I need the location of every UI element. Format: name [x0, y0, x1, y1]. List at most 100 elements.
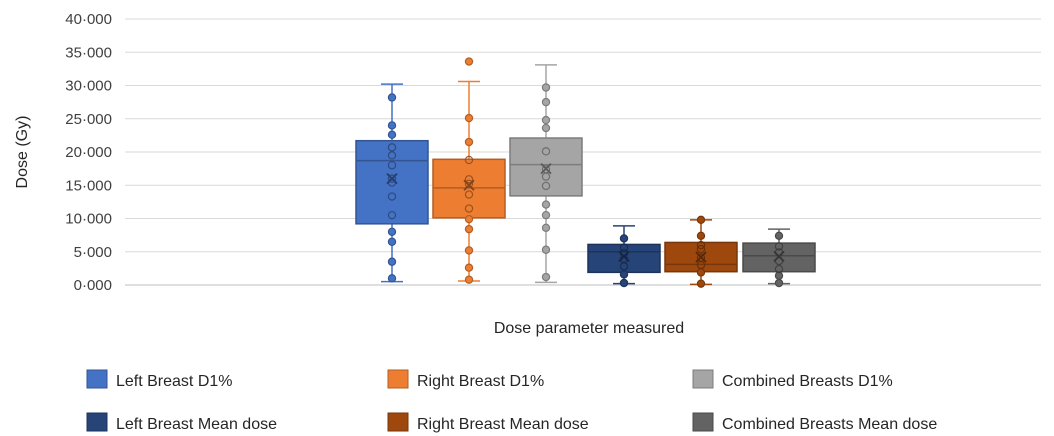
data-point: [541, 223, 551, 233]
data-point: [696, 268, 706, 277]
data-point: [774, 264, 784, 274]
y-tick-label: 0·000: [74, 277, 112, 294]
data-point: [387, 151, 397, 160]
box-2: [432, 57, 506, 284]
data-point: [387, 93, 397, 102]
data-point: [387, 192, 397, 201]
box-6: [742, 228, 816, 288]
x-axis-title: Dose parameter measured: [494, 320, 684, 337]
y-tick-label: 30·000: [65, 78, 112, 95]
box-3: [509, 64, 583, 284]
legend-label: Left Breast D1%: [116, 373, 233, 390]
data-point: [541, 181, 551, 191]
data-point: [696, 231, 706, 240]
data-point: [696, 240, 706, 250]
y-tick-label: 40·000: [65, 11, 112, 28]
y-tick-label: 5·000: [74, 244, 112, 261]
data-point: [541, 245, 551, 254]
data-point: [387, 237, 397, 246]
data-point: [774, 231, 784, 240]
mean-marker: [540, 162, 552, 175]
y-axis-tick-labels: 0·000 5·000 10·000 15·000 20·000 25·000 30·000…: [65, 11, 112, 294]
box-1: [355, 83, 429, 283]
data-point: [619, 243, 629, 252]
legend-swatch: [692, 412, 714, 432]
data-point: [541, 210, 551, 220]
box-4: [587, 225, 661, 288]
mean-marker: [463, 179, 475, 191]
data-point: [464, 190, 474, 199]
box-5: [664, 215, 738, 288]
data-point: [387, 274, 397, 283]
data-point: [387, 227, 397, 236]
data-point: [696, 253, 706, 262]
data-point: [541, 123, 551, 133]
legend-item-6: Combined Breasts Mean dose: [692, 412, 937, 433]
data-point: [387, 210, 397, 220]
y-tick-label: 15·000: [65, 177, 112, 194]
data-point: [541, 165, 551, 174]
data-point: [696, 279, 706, 288]
data-point: [541, 200, 551, 209]
mean-marker: [695, 251, 707, 263]
legend-swatch: [86, 369, 108, 389]
data-point: [774, 242, 784, 251]
data-point: [464, 155, 474, 165]
data-point: [387, 130, 397, 139]
legend-swatch: [86, 412, 108, 432]
data-point: [464, 246, 474, 255]
data-point: [541, 272, 551, 282]
gridlines: [125, 18, 1041, 253]
y-tick-label: 35·000: [65, 44, 112, 61]
legend-item-2: Right Breast D1%: [387, 369, 544, 390]
data-point: [464, 113, 474, 123]
data-point: [387, 161, 397, 170]
data-point: [619, 234, 629, 243]
legend-item-4: Left Breast Mean dose: [86, 412, 277, 433]
data-point: [464, 137, 474, 147]
y-axis-title: Dose (Gy): [14, 116, 31, 189]
y-tick-label: 25·000: [65, 111, 112, 128]
data-point: [464, 275, 474, 284]
y-tick-label: 10·000: [65, 211, 112, 228]
data-point: [541, 83, 551, 92]
data-point: [387, 121, 397, 130]
legend: Left Breast D1% Right Breast D1% Combined …: [86, 369, 937, 433]
data-point: [464, 175, 474, 184]
data-point: [541, 115, 551, 125]
legend-label: Combined Breasts D1%: [722, 373, 893, 390]
box-iqr: [587, 243, 661, 274]
box-iqr: [509, 137, 583, 197]
data-point: [387, 257, 397, 266]
data-point: [696, 215, 706, 225]
box-series: [355, 57, 816, 288]
legend-item-5: Right Breast Mean dose: [387, 412, 589, 433]
data-point: [464, 224, 474, 234]
data-point: [464, 204, 474, 213]
data-point: [464, 214, 474, 224]
legend-item-1: Left Breast D1%: [86, 369, 233, 390]
data-point: [696, 244, 706, 254]
data-point: [541, 97, 551, 107]
data-point: [387, 174, 397, 183]
data-point: [619, 270, 629, 279]
legend-label: Left Breast Mean dose: [116, 416, 277, 433]
mean-marker: [773, 250, 785, 263]
mean-marker: [386, 172, 398, 185]
legend-label: Right Breast D1%: [417, 373, 544, 390]
data-point: [464, 263, 474, 272]
legend-item-3: Combined Breasts D1%: [692, 369, 893, 390]
mean-marker: [618, 250, 630, 263]
data-point: [387, 143, 397, 152]
y-tick-label: 20·000: [65, 144, 112, 161]
data-point: [464, 179, 474, 189]
legend-swatch: [387, 412, 409, 432]
legend-swatch: [387, 369, 409, 389]
legend-label: Right Breast Mean dose: [417, 416, 589, 433]
data-point: [464, 57, 474, 66]
data-point: [541, 147, 551, 156]
legend-swatch: [692, 369, 714, 389]
data-point: [619, 278, 629, 288]
data-point: [774, 278, 784, 288]
